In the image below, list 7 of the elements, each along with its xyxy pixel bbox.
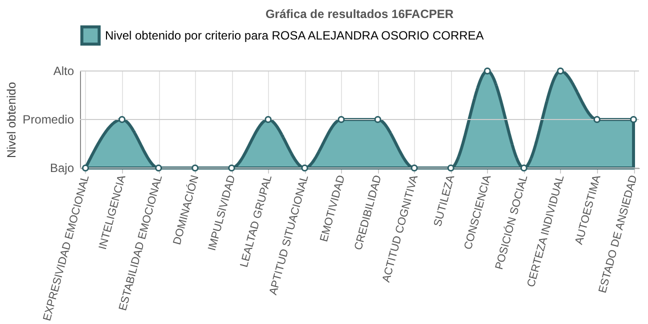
- legend-label: Nivel obtenido por criterio para ROSA ALEJANDRA OSORIO CORREA: [105, 28, 484, 42]
- chart-title: Gráfica de resultados 16FACPER: [265, 7, 454, 21]
- x-tick-label: LEALTAD GRUPAL: [238, 174, 274, 269]
- ref-line-label: Bajo: [50, 161, 74, 175]
- y-axis-title: Nivel obtenido: [4, 82, 18, 158]
- ref-line-label: Alto: [53, 64, 74, 78]
- ref-line-label: Promedio: [22, 112, 74, 126]
